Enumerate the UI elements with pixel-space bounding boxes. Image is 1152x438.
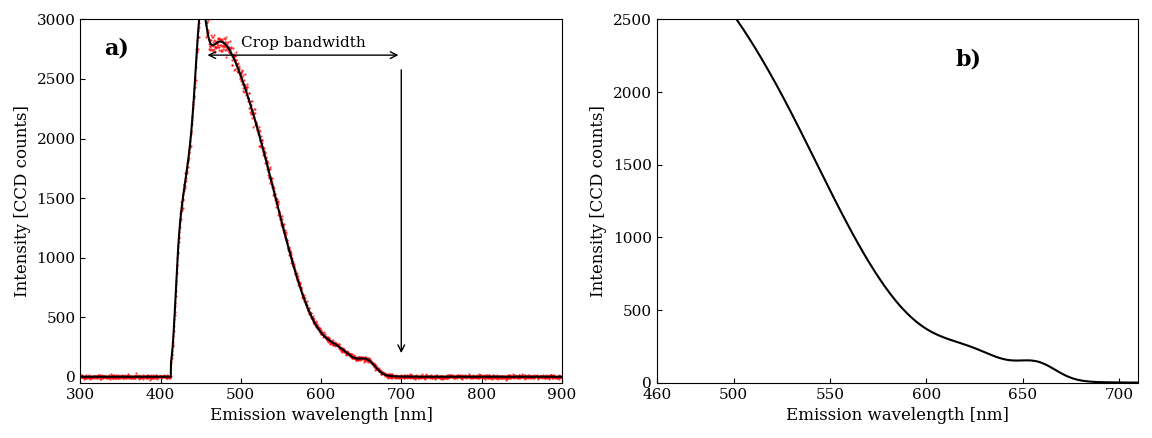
Text: Crop bandwidth: Crop bandwidth: [241, 36, 365, 50]
Y-axis label: Intensity [CCD counts]: Intensity [CCD counts]: [14, 105, 31, 297]
Text: b): b): [955, 49, 982, 71]
X-axis label: Emission wavelength [nm]: Emission wavelength [nm]: [786, 407, 1009, 424]
Y-axis label: Intensity [CCD counts]: Intensity [CCD counts]: [590, 105, 607, 297]
Text: a): a): [105, 38, 129, 60]
X-axis label: Emission wavelength [nm]: Emission wavelength [nm]: [210, 407, 432, 424]
